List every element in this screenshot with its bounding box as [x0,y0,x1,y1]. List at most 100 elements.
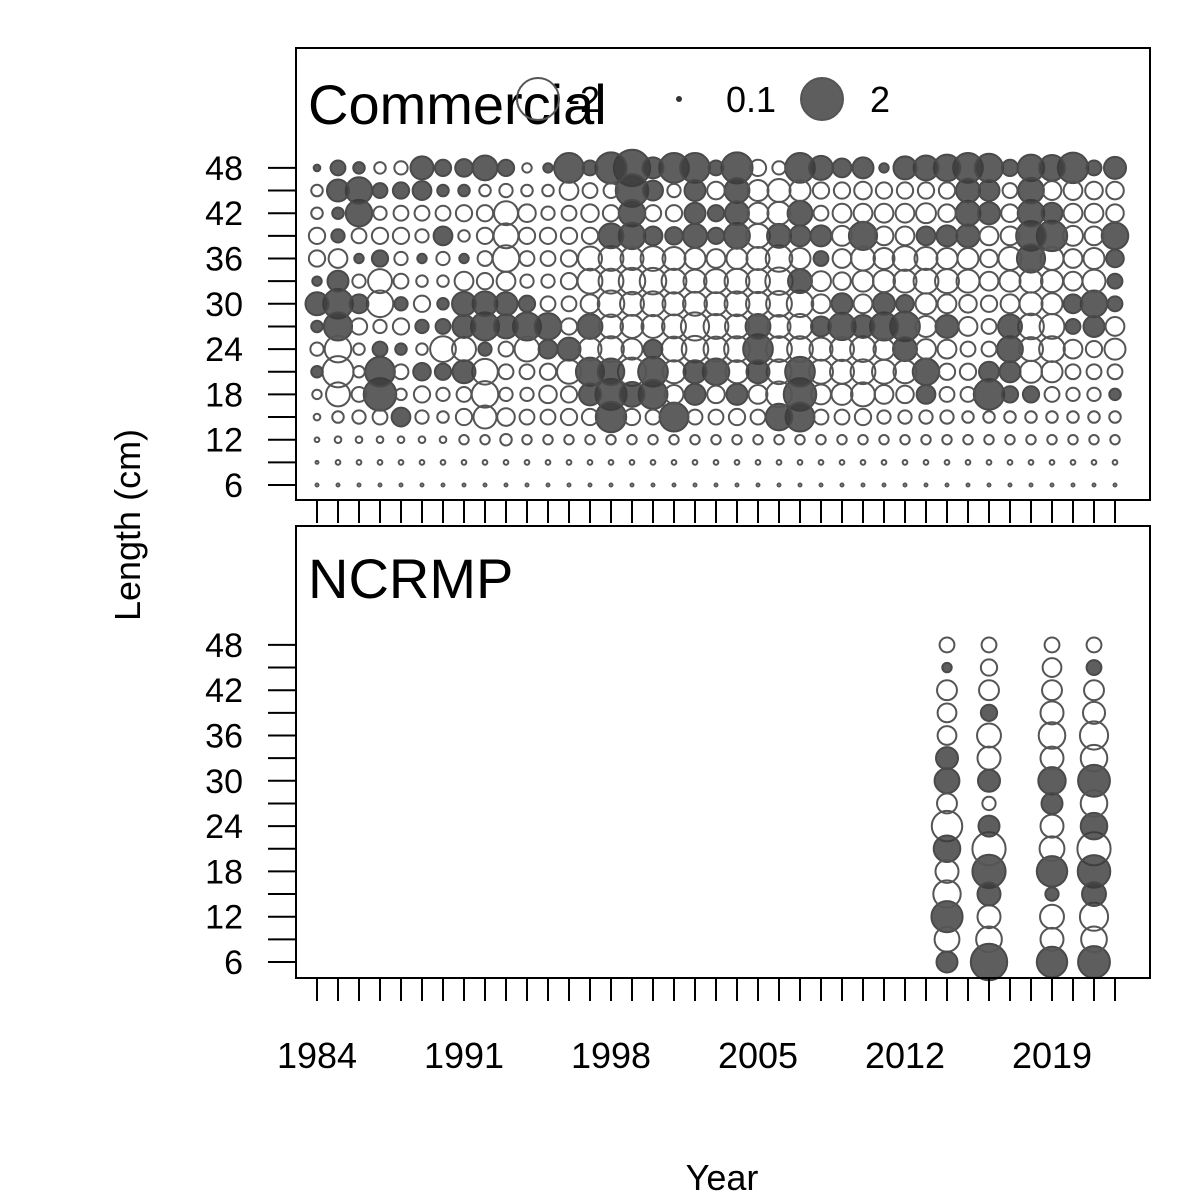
bubble-negative [1082,247,1106,270]
bubble-negative [1087,410,1101,424]
bubble-negative [398,482,404,488]
bubble-negative [1000,203,1020,223]
bubble-negative [998,269,1022,293]
bubble-positive [1044,886,1060,902]
bubble-negative [644,408,662,426]
bubble-negative [1024,410,1038,424]
bubble-negative [724,313,750,340]
bubble-negative [892,268,918,294]
bubble-negative [1083,225,1105,247]
bubble-negative [540,273,556,289]
bubble-negative [1064,363,1082,381]
bubble-negative [810,293,832,315]
x-tick-label: 2005 [718,1035,798,1076]
bubble-positive [679,152,711,184]
bubble-positive [973,152,1005,183]
bubble-positive [451,313,477,339]
bubble-positive [577,382,603,407]
bubble-negative [481,459,489,466]
bubble-negative [871,269,897,294]
bubble-positive [810,315,832,338]
bubble-negative [978,679,1000,702]
bubble-negative [810,270,832,293]
bubble-negative [560,204,578,222]
bubble-negative [679,311,711,342]
bubble-negative [734,482,740,488]
bubble-negative [959,340,977,358]
bubble-negative [392,363,410,381]
bubble-negative [712,459,720,466]
bubble-negative [660,267,688,295]
bubble-negative [1104,316,1126,337]
bubble-negative [1091,482,1097,488]
bubble-positive [932,834,962,864]
bubble-negative [765,335,793,363]
bubble-positive [312,163,322,173]
bubble-positive [664,226,684,246]
bubble-negative [643,204,663,223]
bubble-negative [817,459,825,466]
bubble-negative [831,202,853,224]
bubble-negative [832,271,852,291]
bubble-negative [957,316,979,337]
bubble-negative [773,434,785,446]
bubble-negative [794,434,806,446]
bubble-negative [999,225,1021,247]
bubble-negative [1062,180,1084,201]
bubble-negative [937,362,957,381]
bubble-positive [933,767,961,795]
bubble-positive [683,179,707,203]
bubble-positive [954,199,982,227]
bubble-positive [322,311,354,342]
bubble-negative [622,407,642,427]
y-tick-label: 30 [205,763,243,801]
bubble-negative [367,268,393,295]
bubble-negative [587,482,593,488]
bubble-positive [436,297,450,311]
bubble-positive [997,313,1023,340]
bubble-positive [416,252,428,265]
bubble-negative [880,459,888,466]
bubble-negative [414,409,430,425]
bubble-negative [1039,269,1065,294]
bubble-negative [873,384,895,405]
y-axis-ncrmp: 6 12 18 24 30 36 42 48 [205,627,296,982]
bubble-negative [563,434,575,446]
bubble-negative [479,434,491,446]
bubble-negative [1081,700,1107,725]
bubble-negative [475,204,495,223]
bubble-negative [472,404,498,430]
bubble-negative [518,363,536,381]
bubble-negative [939,409,955,425]
bubble-negative [830,382,854,406]
bubble-negative [539,295,557,313]
bubble-negative [519,273,535,289]
bubble-negative [396,435,406,445]
bubble-negative [748,158,768,178]
bubble-positive [454,158,474,178]
bubble-negative [663,384,685,405]
bubble-positive [1038,154,1066,182]
bubble-negative [1039,903,1065,930]
bubble-negative [936,702,958,724]
bubble-negative [476,250,494,267]
bubble-positive [706,226,726,245]
x-tick-label: 1991 [424,1035,504,1076]
bubble-positive [1085,159,1103,177]
bubble-negative [1040,292,1064,316]
x-tick-label: 2019 [1012,1035,1092,1076]
bubble-negative [815,434,827,446]
bubble-negative [482,482,488,488]
bubble-negative [566,482,572,488]
bubble-positive [658,401,690,433]
bubble-negative [723,290,751,318]
bubble-positive [683,201,707,225]
bubble-negative [1007,482,1013,488]
bubble-negative [812,408,830,426]
bubble-negative [985,459,993,466]
bubble-negative [766,313,792,339]
bubble-negative [1027,459,1035,466]
bubble-positive [977,814,1001,838]
bubble-negative [859,459,867,466]
